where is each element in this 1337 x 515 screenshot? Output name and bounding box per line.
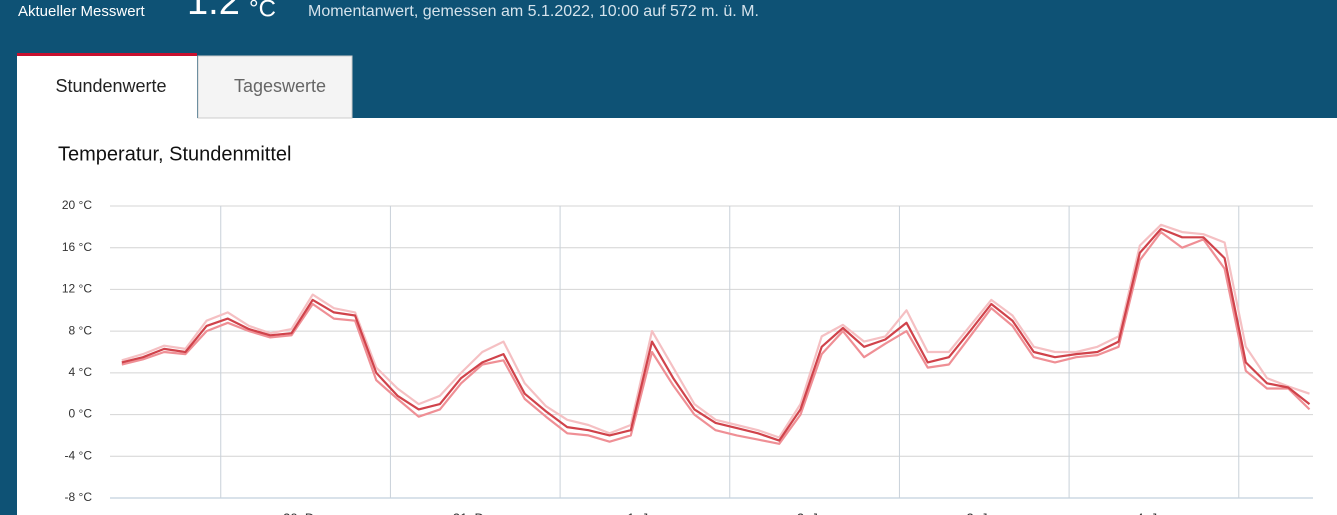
chart-title: Temperatur, Stundenmittel bbox=[58, 143, 291, 165]
series-line bbox=[121, 223, 1310, 439]
tab-active[interactable] bbox=[17, 55, 197, 118]
series-line bbox=[121, 227, 1311, 442]
x-tick-label: 1. Jan bbox=[627, 510, 662, 515]
tab[interactable] bbox=[197, 55, 353, 119]
x-tick-label: 4. Jan bbox=[1136, 510, 1171, 515]
x-tick-label: 30. Dez bbox=[283, 510, 328, 515]
current-label: Aktueller Messwert bbox=[18, 3, 146, 20]
y-tick-label: 8 °C bbox=[69, 323, 93, 337]
tab-indicator bbox=[17, 53, 197, 56]
x-tick-label: 3. Jan bbox=[967, 510, 1002, 515]
current-unit: °C bbox=[249, 0, 276, 22]
x-tick-label: 31. Dez bbox=[453, 510, 498, 515]
current-value: 1.2 bbox=[187, 0, 240, 23]
y-tick-label: -4 °C bbox=[65, 448, 93, 462]
tab-label[interactable]: Stundenwerte bbox=[55, 76, 166, 96]
x-tick-label: 2. Jan bbox=[797, 510, 832, 515]
y-tick-label: -8 °C bbox=[65, 490, 93, 504]
series-line bbox=[121, 231, 1311, 445]
tab-label[interactable]: Tageswerte bbox=[234, 76, 326, 96]
y-tick-label: 0 °C bbox=[69, 407, 93, 421]
y-tick-label: 4 °C bbox=[69, 365, 93, 379]
y-tick-label: 16 °C bbox=[62, 240, 92, 254]
panel bbox=[17, 118, 1337, 515]
y-tick-label: 12 °C bbox=[62, 282, 92, 296]
y-tick-label: 20 °C bbox=[62, 198, 92, 212]
current-note: Momentanwert, gemessen am 5.1.2022, 10:0… bbox=[308, 3, 759, 20]
